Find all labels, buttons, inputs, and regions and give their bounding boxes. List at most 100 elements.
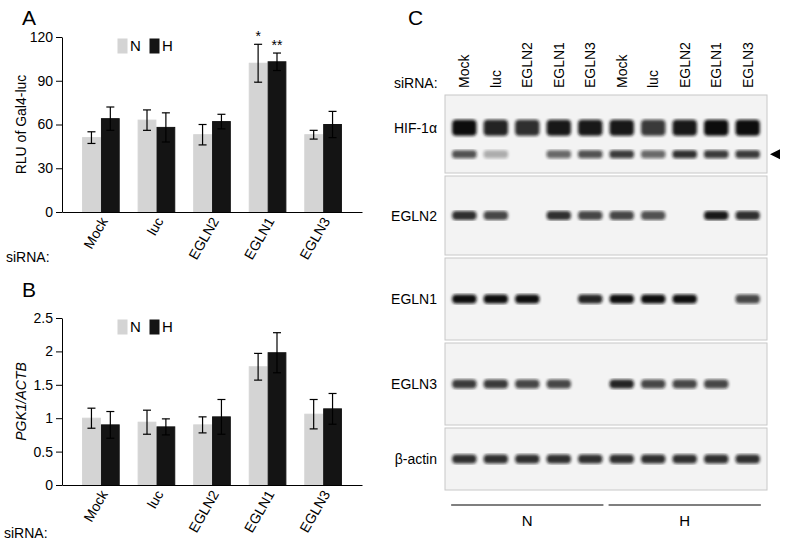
tick-mark	[56, 37, 62, 38]
band	[578, 455, 602, 464]
band	[484, 150, 508, 158]
legend-swatch	[150, 320, 159, 334]
tick: EGLN2	[185, 214, 222, 262]
tick: Mock	[80, 214, 111, 252]
tick-label: 0	[45, 204, 53, 220]
band	[641, 455, 665, 464]
panel-label: C	[408, 6, 423, 29]
bar-panel: A0306090120MocklucEGLN2EGLN1EGLN3siRNA:R…	[6, 6, 363, 265]
band	[736, 295, 760, 304]
group-line	[451, 504, 603, 505]
error-cap	[329, 137, 337, 138]
lane-label: EGLN1	[551, 42, 567, 88]
tick-mark	[56, 351, 62, 352]
error-cap	[254, 353, 262, 354]
band	[610, 211, 634, 220]
tick: 60	[37, 116, 62, 132]
error-bar	[221, 399, 222, 434]
panel-label: B	[22, 278, 36, 301]
error-bar	[165, 113, 166, 142]
tick: EGLN1	[241, 487, 278, 535]
error-cap	[254, 380, 262, 381]
legend-label: N	[130, 318, 141, 335]
error-cap	[143, 109, 151, 110]
row-label: β-actin	[395, 451, 437, 467]
error-cap	[143, 434, 151, 435]
band	[736, 120, 760, 136]
error-cap	[162, 112, 170, 113]
band	[736, 211, 760, 220]
band	[704, 380, 728, 389]
row-label: HIF-1α	[394, 120, 437, 136]
x-axis: Mock luc EGLN2 EGLN1 EGLN3	[63, 213, 363, 263]
error-bar	[276, 53, 277, 70]
blot-row: HIF-1α	[394, 95, 780, 173]
error-bar	[313, 130, 314, 139]
lane-label: EGLN2	[519, 42, 535, 88]
bar	[138, 120, 156, 212]
tick: 0	[45, 204, 62, 220]
tick: EGLN1	[241, 214, 278, 262]
band	[547, 150, 571, 158]
band	[578, 120, 602, 136]
annotation: *	[255, 28, 261, 44]
legend-swatch	[150, 39, 159, 53]
error-bar	[202, 125, 203, 145]
error-cap	[217, 399, 225, 400]
error-cap	[162, 418, 170, 419]
error-bar	[258, 353, 259, 380]
band	[452, 295, 476, 304]
tick: 90	[37, 73, 62, 89]
tick-mark	[56, 168, 62, 169]
error-bar	[332, 111, 333, 137]
tick-mark	[56, 318, 62, 319]
tick-label: 2	[45, 343, 53, 359]
error-cap	[217, 128, 225, 129]
error-bar	[146, 410, 147, 434]
tick: luc	[144, 214, 167, 238]
tick-mark	[56, 212, 62, 213]
blot-strip	[445, 95, 767, 173]
tick: 2.5	[34, 310, 62, 326]
tick-label: 60	[37, 116, 53, 132]
band	[704, 455, 728, 464]
x-axis-title: siRNA:	[6, 249, 50, 265]
error-cap	[87, 408, 95, 409]
x-axis-title: siRNA:	[394, 75, 438, 91]
tick: 2	[45, 343, 62, 359]
error-cap	[329, 393, 337, 394]
legend-swatch	[118, 320, 127, 334]
tick-label: EGLN3	[296, 214, 333, 262]
band	[452, 455, 476, 464]
error-bar	[110, 412, 111, 439]
error-cap	[310, 399, 318, 400]
tick-mark	[56, 452, 62, 453]
band	[515, 380, 539, 389]
axis-line	[63, 212, 363, 213]
bar	[157, 427, 175, 485]
error-cap	[329, 424, 337, 425]
bar	[268, 62, 286, 212]
band	[610, 295, 634, 304]
band	[484, 295, 508, 304]
blot-strip	[445, 258, 767, 340]
band	[673, 295, 697, 304]
series	[83, 353, 323, 485]
band	[578, 295, 602, 304]
band	[484, 380, 508, 389]
band	[452, 150, 476, 158]
error-bar	[276, 333, 277, 373]
tick-label: 0	[45, 477, 53, 493]
error-cap	[217, 434, 225, 435]
blot-row: EGLN1	[391, 258, 767, 340]
y-axis-title: PGK1/ACTB	[13, 362, 29, 441]
band	[452, 120, 476, 136]
error-bar	[332, 393, 333, 424]
tick-mark	[56, 485, 62, 486]
band	[610, 455, 634, 464]
error-cap	[106, 130, 114, 131]
band	[547, 380, 571, 389]
x-axis-title: siRNA:	[4, 525, 48, 541]
y-axis-title: RLU of Gal4-luc	[13, 75, 29, 175]
band	[452, 211, 476, 220]
